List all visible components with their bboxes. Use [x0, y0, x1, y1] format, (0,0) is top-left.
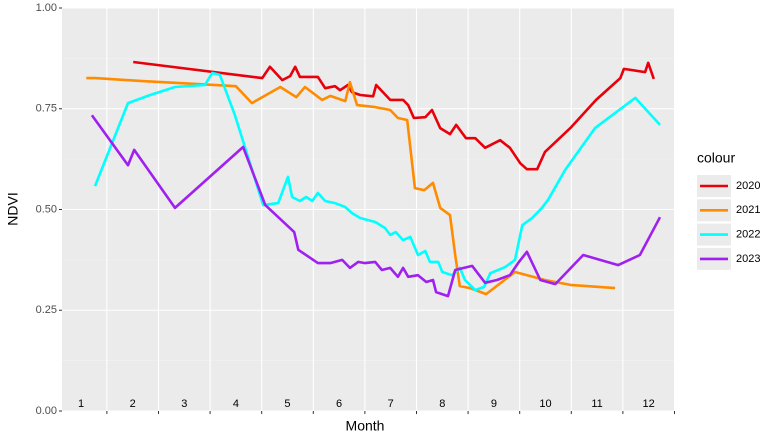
- y-tick-label: 0.25: [36, 304, 57, 316]
- y-tick-label: 0.75: [36, 103, 57, 115]
- legend-label: 2022: [736, 229, 760, 241]
- series-line: [90, 114, 662, 298]
- legend-title: colour: [697, 150, 735, 166]
- series-line: [133, 60, 656, 171]
- x-tick-label: 12: [643, 398, 655, 410]
- x-tick-label: 2: [130, 398, 136, 410]
- x-tick-label: 6: [336, 398, 342, 410]
- x-tick-label: 3: [181, 398, 187, 410]
- y-tick-label: 0.00: [36, 405, 57, 417]
- x-tick-label: 4: [233, 398, 239, 410]
- y-axis-title: NDVI: [5, 192, 21, 225]
- series-line: [86, 76, 616, 296]
- y-tick-label: 1.00: [36, 2, 57, 14]
- legend-label: 2021: [736, 204, 760, 216]
- x-tick-label: 7: [388, 398, 394, 410]
- y-tick-label: 0.50: [36, 203, 57, 215]
- x-tick-label: 9: [491, 398, 497, 410]
- legend-label: 2020: [736, 180, 760, 192]
- legend-label: 2023: [736, 253, 760, 265]
- x-tick-label: 8: [439, 398, 445, 410]
- x-tick-label: 5: [284, 398, 290, 410]
- x-tick-label: 10: [539, 398, 551, 410]
- x-axis-title: Month: [346, 418, 385, 434]
- x-tick-label: 1: [78, 398, 84, 410]
- x-tick-label: 11: [591, 398, 602, 410]
